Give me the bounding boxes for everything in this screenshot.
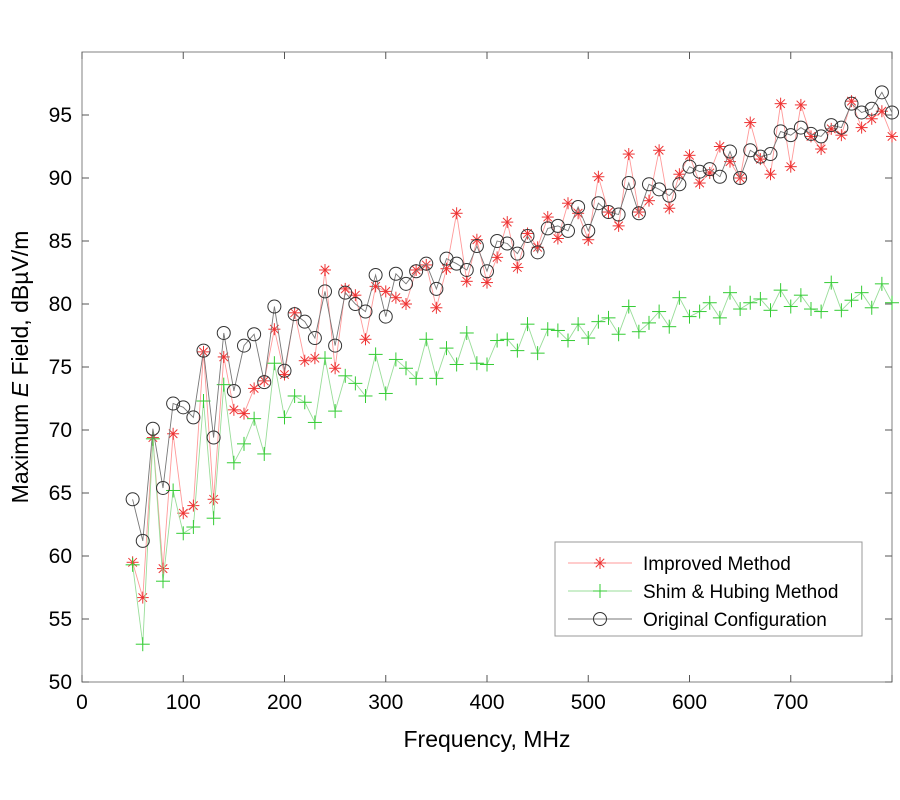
legend-entry-improved-method: Improved Method	[568, 554, 791, 575]
x-tick-label: 0	[76, 691, 88, 714]
legend-label: Original Configuration	[643, 610, 827, 631]
series-improved-method-markers	[126, 95, 898, 604]
x-axis-label: Frequency, MHz	[403, 726, 570, 752]
y-tick-label: 95	[49, 104, 72, 127]
x-tick-label: 400	[469, 691, 504, 714]
series-shim-hubing-method	[125, 275, 899, 652]
legend-label: Improved Method	[643, 554, 791, 575]
y-tick-label: 75	[49, 356, 72, 379]
series-shim-hubing-method-markers	[125, 275, 899, 652]
y-tick-label: 90	[49, 167, 72, 190]
y-tick-label: 50	[49, 671, 72, 694]
y-tick-label: 55	[49, 608, 72, 631]
x-tick-label: 500	[571, 691, 606, 714]
legend: Improved Method Shim & Hubing Method Origi…	[554, 541, 863, 637]
series-improved-method-line	[132, 99, 893, 598]
y-tick-label: 65	[49, 482, 72, 505]
legend-entry-original-configuration: Original Configuration	[568, 610, 827, 631]
series-improved-method	[126, 95, 898, 604]
series-shim-hubing-method-line	[132, 281, 893, 645]
x-tick-label: 700	[773, 691, 808, 714]
legend-label: Shim & Hubing Method	[643, 582, 838, 603]
series-original-configuration-line	[132, 91, 893, 542]
y-tick-label: 80	[49, 293, 72, 316]
x-axis: 0 100 200 300 400 500 600 700 Frequency, MHz	[76, 52, 893, 752]
x-tick-label: 100	[166, 691, 201, 714]
x-tick-label: 200	[267, 691, 302, 714]
x-tick-label: 600	[672, 691, 707, 714]
y-axis: 50 55 60 65 70 75 80 85 90 95 Maximum E Field, dBµ…	[7, 104, 892, 694]
legend-entry-shim-hubing-method: Shim & Hubing Method	[568, 582, 838, 603]
series-original-configuration-markers	[125, 85, 899, 548]
y-tick-label: 70	[49, 419, 72, 442]
y-tick-label: 60	[49, 545, 72, 568]
y-tick-label: 85	[49, 230, 72, 253]
x-tick-label: 300	[368, 691, 403, 714]
y-axis-label: Maximum E Field, dBµV/m	[7, 231, 33, 504]
series-original-configuration	[125, 85, 899, 548]
